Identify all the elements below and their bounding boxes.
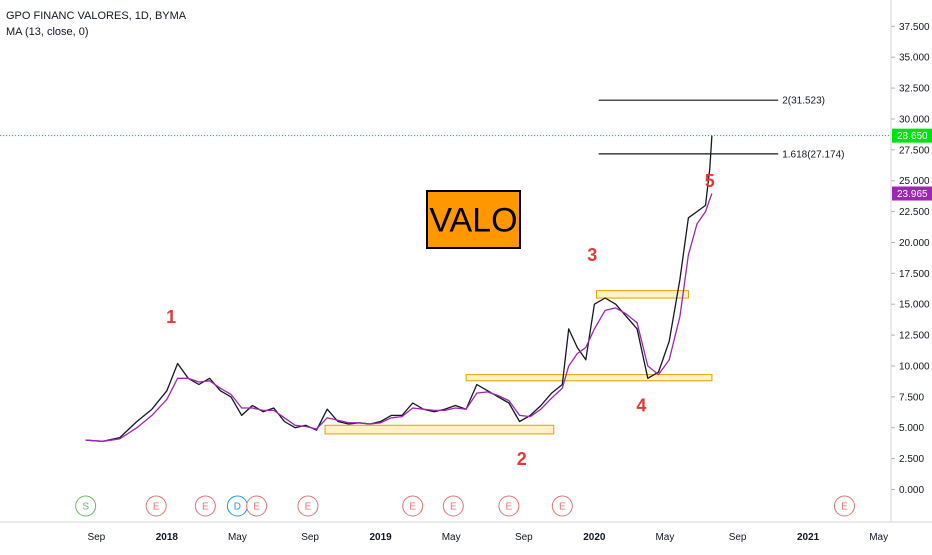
x-tick-label: Sep — [729, 532, 747, 543]
fib-level-label: 2(31.523) — [782, 96, 825, 107]
x-tick-label: May — [228, 532, 247, 543]
y-tick-label: 35.000 — [899, 53, 930, 64]
event-marker-label: E — [450, 502, 457, 513]
wave-label: 5 — [705, 171, 715, 191]
symbol-badge[interactable] — [426, 190, 521, 249]
y-tick-label: 15.000 — [899, 300, 930, 311]
event-marker-label: S — [82, 502, 89, 513]
event-marker[interactable] — [75, 495, 97, 517]
event-marker[interactable] — [551, 495, 573, 517]
wave-label: 2 — [517, 449, 527, 469]
y-tick-label: 17.500 — [899, 269, 930, 280]
y-tick-label: 32.500 — [899, 84, 930, 95]
event-marker[interactable] — [246, 495, 268, 517]
event-marker[interactable] — [402, 495, 424, 517]
symbol-title[interactable]: GPO FINANC VALORES, 1D, BYMA — [6, 10, 187, 22]
event-marker[interactable] — [442, 495, 464, 517]
last-price-badge-label: 28.650 — [897, 131, 928, 142]
wave-label: 4 — [636, 396, 646, 416]
x-tick-label: 2019 — [370, 532, 393, 543]
event-marker-label: E — [253, 502, 260, 513]
x-tick-label: 2018 — [156, 532, 179, 543]
y-tick-label: 2.500 — [899, 454, 924, 465]
y-tick-label: 20.000 — [899, 238, 930, 249]
y-tick-label: 0.000 — [899, 485, 924, 496]
ma-value-badge — [892, 186, 932, 201]
y-tick-label: 5.000 — [899, 423, 924, 434]
support-zone[interactable] — [465, 374, 713, 382]
wave-label: 1 — [166, 307, 176, 327]
x-tick-label: 2021 — [797, 532, 820, 543]
support-zone[interactable] — [596, 290, 689, 299]
event-marker-label: E — [841, 502, 848, 513]
support-zone[interactable] — [324, 424, 555, 435]
event-marker-label: E — [202, 502, 209, 513]
event-marker[interactable] — [833, 495, 855, 517]
y-tick-label: 37.500 — [899, 22, 930, 33]
wave-label: 3 — [587, 245, 597, 265]
ma-value-badge-label: 23.965 — [897, 189, 928, 200]
last-price-badge — [892, 128, 932, 143]
fib-level-label: 1.618(27.174) — [782, 149, 844, 160]
chart-legend: GPO FINANC VALORES, 1D, BYMA MA (13, clo… — [6, 8, 186, 40]
x-tick-label: Sep — [87, 532, 105, 543]
event-marker[interactable] — [297, 495, 319, 517]
y-tick-label: 27.500 — [899, 145, 930, 156]
price-series[interactable] — [85, 135, 713, 442]
x-tick-label: May — [442, 532, 461, 543]
x-tick-label: May — [869, 532, 888, 543]
x-tick-label: Sep — [515, 532, 533, 543]
ma-series[interactable] — [85, 193, 713, 442]
y-tick-label: 12.500 — [899, 331, 930, 342]
x-tick-label: May — [655, 532, 674, 543]
indicator-label[interactable]: MA (13, close, 0) — [6, 26, 89, 38]
event-marker-label: E — [305, 502, 312, 513]
y-tick-label: 22.500 — [899, 207, 930, 218]
event-marker-label: E — [559, 502, 566, 513]
event-marker-label: D — [234, 502, 241, 513]
y-tick-label: 30.000 — [899, 114, 930, 125]
y-tick-label: 7.500 — [899, 392, 924, 403]
event-marker-label: E — [409, 502, 416, 513]
event-marker-label: E — [153, 502, 160, 513]
x-tick-label: Sep — [301, 532, 319, 543]
event-marker[interactable] — [498, 495, 520, 517]
x-tick-label: 2020 — [583, 532, 606, 543]
event-marker[interactable] — [194, 495, 216, 517]
event-marker[interactable] — [145, 495, 167, 517]
y-tick-label: 10.000 — [899, 361, 930, 372]
event-marker-label: E — [506, 502, 513, 513]
symbol-badge-text: VALO — [429, 202, 517, 240]
y-tick-label: 25.000 — [899, 176, 930, 187]
